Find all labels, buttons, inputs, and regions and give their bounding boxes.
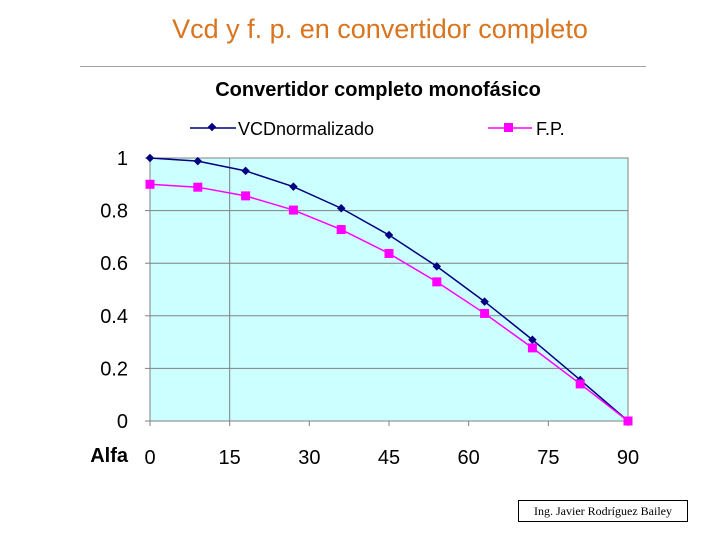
data-point-vcd [480,297,489,306]
x-tick-label: 0 [144,447,155,469]
data-point-fp [288,205,298,215]
data-point-vcd [528,335,537,344]
y-tick-label: 0 [117,411,128,433]
x-tick-label: 30 [298,447,320,469]
x-axis-label: Alfa [90,445,129,467]
legend-label-fp: F.P. [536,119,565,139]
data-point-vcd [432,262,442,271]
data-point-fp [193,182,203,192]
y-tick-label: 0.4 [100,306,128,328]
data-point-fp [336,225,346,235]
series-layer [145,153,633,426]
x-tick-label: 45 [378,447,400,469]
data-point-fp [384,248,394,258]
y-tick-label: 1 [117,148,128,170]
data-point-fp [432,277,442,287]
legend-marker-vcd [207,122,217,132]
legend: VCDnormalizado F.P. [190,119,565,139]
axes: 0 0.2 0.4 0.6 0.8 1 0 15 30 45 60 75 90 [100,148,639,469]
data-point-vcd [384,230,394,240]
plot-area [149,157,629,422]
data-point-vcd [193,156,203,166]
data-point-fp [623,416,633,426]
y-tick-label: 0.8 [100,201,128,223]
data-point-vcd [241,166,250,176]
x-tick-label: 60 [458,447,480,469]
data-point-vcd [145,153,155,163]
x-tick-label: 90 [617,447,639,469]
chart-title: Convertidor completo monofásico [215,79,541,101]
data-point-fp [145,179,155,189]
data-point-fp [527,343,537,353]
x-tick-label: 15 [219,447,241,469]
data-point-fp [480,308,490,318]
y-tick-label: 0.2 [100,358,128,380]
data-point-fp [575,379,585,389]
title-divider [80,66,646,67]
x-tick-label: 75 [537,447,559,469]
data-point-fp [241,191,251,201]
footer-credit: Ing. Javier Rodríguez Bailey [518,500,688,522]
slide-title: Vcd y f. p. en convertidor completo [172,14,588,44]
legend-label-vcd: VCDnormalizado [238,119,374,139]
data-point-vcd [289,182,298,191]
legend-marker-fp [504,123,513,132]
data-point-vcd [336,203,346,213]
y-tick-label: 0.6 [100,253,128,275]
